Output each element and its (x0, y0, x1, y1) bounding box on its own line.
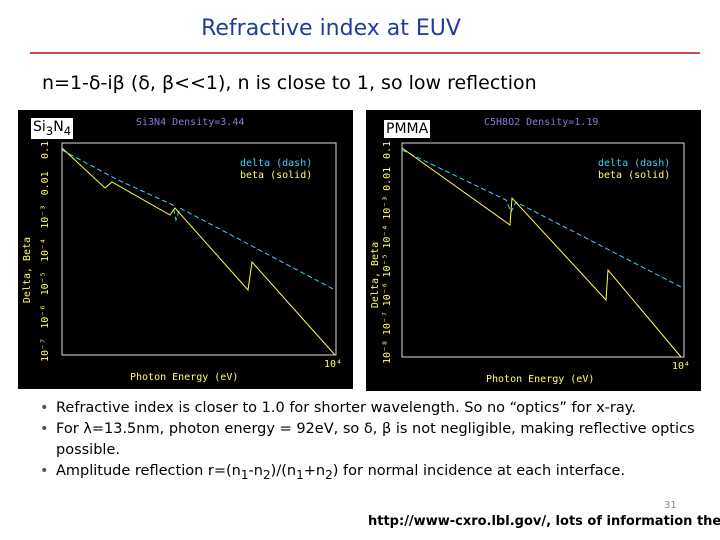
y-tick-label: 10⁻³ (40, 205, 51, 229)
panel-label: PMMA (384, 120, 431, 138)
plot-frame (61, 142, 337, 356)
plot-panel: C5H8O2 Density=1.19 delta (dash) beta (s… (366, 110, 701, 391)
y-tick-label: 0.01 (382, 167, 393, 191)
subscript: 1 (240, 467, 249, 482)
plot-frame (401, 142, 685, 358)
bullet-list: Refractive index is closer to 1.0 for sh… (38, 398, 696, 486)
subtitle: n=1-δ-iβ (δ, β<<1), n is close to 1, so … (42, 72, 537, 94)
y-axis-label: Delta, Beta (22, 237, 33, 303)
page-number: 31 (664, 500, 677, 511)
y-tick-label: 10⁻⁶ (40, 305, 51, 329)
y-tick-label: 0.1 (40, 141, 51, 159)
y-tick-label: 10⁻⁴ (382, 225, 393, 249)
x-axis-label: Photon Energy (eV) (486, 374, 594, 385)
x-tick-label: 10⁴ (672, 361, 690, 372)
bullet-text: For λ=13.5nm, photon energy = 92eV, so δ… (56, 421, 695, 458)
x-axis-label: Photon Energy (eV) (130, 372, 238, 383)
subscript: 2 (262, 467, 271, 482)
y-tick-label: 10⁻³ (382, 196, 393, 220)
legend-entry: beta (solid) (240, 170, 312, 181)
x-tick-label: 10⁴ (324, 359, 342, 370)
footer-link: http://www-cxro.lbl.gov/, lots of inform… (368, 514, 720, 529)
delta-curve (61, 149, 336, 291)
slide-title: Refractive index at EUV (201, 16, 461, 41)
bullet-text: Amplitude reflection r=(n (56, 463, 241, 479)
bullet: Amplitude reflection r=(n1-n2)/(n1+n2) f… (40, 461, 696, 486)
label-part: Si (33, 119, 46, 135)
y-axis-label: Delta, Beta (370, 242, 381, 308)
label-part: N (53, 119, 64, 135)
subscript: 2 (325, 467, 333, 482)
legend-entry: delta (dash) (598, 158, 670, 169)
y-tick-label: 10⁻⁷ (382, 311, 393, 335)
y-tick-label: 10⁻⁵ (40, 271, 51, 295)
title-rule (30, 52, 700, 54)
label-sub: 3 (45, 123, 54, 138)
y-tick-label: 10⁻⁷ (40, 338, 51, 362)
bullet: Refractive index is closer to 1.0 for sh… (40, 398, 696, 419)
y-tick-label: 10⁻⁶ (382, 282, 393, 306)
plot-title: C5H8O2 Density=1.19 (484, 117, 598, 128)
y-tick-label: 10⁻⁴ (40, 238, 51, 262)
bullet-text: Refractive index is closer to 1.0 for sh… (56, 400, 636, 416)
y-tick-label: 10⁻⁸ (382, 340, 393, 364)
subscript: 1 (296, 467, 304, 482)
plot-title: Si3N4 Density=3.44 (136, 117, 244, 128)
label-part: PMMA (386, 121, 429, 137)
y-tick-label: 0.01 (40, 171, 51, 195)
bullet-text: +n (303, 463, 326, 479)
bullet-text: )/(n (270, 463, 297, 479)
beta-curve (401, 147, 682, 358)
bullet-text: -n (248, 463, 263, 479)
label-sub: 4 (63, 123, 72, 138)
plot-panel: Si3N4 Density=3.44 delta (dash) beta (so… (18, 110, 353, 389)
beta-curve (61, 147, 336, 356)
y-tick-label: 10⁻⁵ (382, 253, 393, 277)
bullet: For λ=13.5nm, photon energy = 92eV, so δ… (40, 419, 696, 461)
legend-entry: delta (dash) (240, 158, 312, 169)
panel-label: Si3N4 (31, 118, 74, 139)
y-tick-label: 0.1 (382, 141, 393, 159)
legend-entry: beta (solid) (598, 170, 670, 181)
bullet-text: ) for normal incidence at each interface… (332, 463, 626, 479)
